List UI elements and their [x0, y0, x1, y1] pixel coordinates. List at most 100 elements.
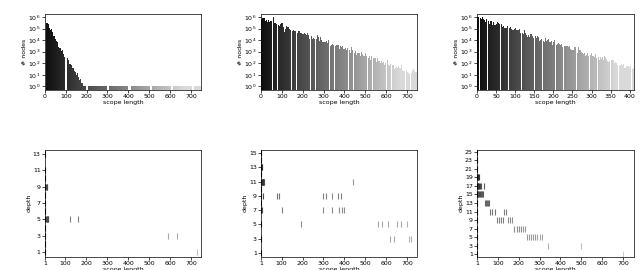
- Bar: [65, 54, 67, 90]
- Bar: [165, 86, 166, 90]
- Bar: [68, 64, 70, 90]
- Bar: [167, 86, 168, 90]
- Bar: [135, 86, 136, 90]
- Bar: [129, 86, 131, 90]
- Bar: [125, 86, 126, 90]
- Bar: [122, 86, 123, 90]
- Bar: [52, 32, 53, 90]
- Bar: [97, 86, 98, 90]
- Bar: [157, 86, 158, 90]
- Bar: [100, 86, 101, 90]
- Bar: [201, 86, 202, 90]
- Bar: [80, 79, 81, 90]
- Bar: [188, 86, 189, 90]
- Bar: [132, 86, 134, 90]
- Bar: [55, 39, 56, 90]
- Bar: [127, 86, 129, 90]
- Bar: [155, 86, 156, 90]
- Bar: [50, 30, 51, 90]
- Bar: [170, 86, 172, 90]
- Bar: [180, 86, 181, 90]
- Bar: [193, 86, 195, 90]
- Y-axis label: # nodes: # nodes: [238, 39, 243, 65]
- X-axis label: scope length: scope length: [319, 267, 360, 270]
- Bar: [191, 86, 193, 90]
- Bar: [92, 86, 93, 90]
- Bar: [182, 86, 183, 90]
- Bar: [145, 86, 146, 90]
- Y-axis label: # nodes: # nodes: [454, 39, 459, 65]
- Bar: [78, 77, 79, 90]
- Bar: [57, 42, 58, 90]
- Bar: [160, 86, 161, 90]
- Bar: [76, 75, 77, 90]
- Bar: [199, 86, 200, 90]
- Bar: [139, 86, 140, 90]
- Bar: [118, 86, 119, 90]
- Bar: [61, 51, 62, 90]
- Bar: [79, 80, 80, 90]
- Bar: [156, 86, 157, 90]
- Y-axis label: # nodes: # nodes: [22, 39, 27, 65]
- Bar: [189, 86, 190, 90]
- Bar: [74, 71, 75, 90]
- Bar: [181, 86, 182, 90]
- X-axis label: scope length: scope length: [319, 100, 360, 106]
- Y-axis label: depth: depth: [458, 194, 463, 212]
- Bar: [91, 86, 92, 90]
- Bar: [60, 48, 61, 90]
- Bar: [53, 36, 54, 90]
- Bar: [168, 86, 170, 90]
- Bar: [162, 86, 163, 90]
- Bar: [141, 86, 142, 90]
- Bar: [114, 86, 115, 90]
- Bar: [140, 86, 141, 90]
- Bar: [159, 86, 160, 90]
- Bar: [195, 86, 196, 90]
- Bar: [54, 36, 55, 90]
- Bar: [186, 86, 187, 90]
- Bar: [84, 86, 85, 90]
- Bar: [58, 47, 59, 90]
- Bar: [119, 86, 120, 90]
- Bar: [90, 86, 91, 90]
- Bar: [83, 86, 84, 90]
- Bar: [56, 41, 57, 90]
- Y-axis label: depth: depth: [243, 194, 248, 212]
- Bar: [45, 23, 47, 90]
- Bar: [49, 28, 50, 90]
- Bar: [86, 86, 88, 90]
- Bar: [51, 29, 52, 90]
- Bar: [115, 86, 116, 90]
- Bar: [154, 86, 155, 90]
- Bar: [113, 86, 114, 90]
- Bar: [138, 86, 139, 90]
- X-axis label: scope length: scope length: [103, 267, 143, 270]
- Bar: [101, 86, 102, 90]
- X-axis label: scope length: scope length: [103, 100, 143, 106]
- Bar: [131, 86, 132, 90]
- Bar: [75, 72, 76, 90]
- Bar: [71, 65, 72, 90]
- Bar: [148, 86, 149, 90]
- Bar: [103, 86, 104, 90]
- Bar: [150, 86, 152, 90]
- Bar: [81, 83, 82, 90]
- Bar: [63, 54, 65, 90]
- Bar: [124, 86, 125, 90]
- Bar: [99, 86, 100, 90]
- Bar: [98, 86, 99, 90]
- Bar: [158, 86, 159, 90]
- Bar: [185, 86, 186, 90]
- Bar: [96, 86, 97, 90]
- Bar: [62, 50, 63, 90]
- X-axis label: scope length: scope length: [535, 267, 575, 270]
- Bar: [163, 86, 164, 90]
- Y-axis label: depth: depth: [26, 194, 31, 212]
- Bar: [73, 68, 74, 90]
- Bar: [77, 73, 78, 90]
- Bar: [117, 86, 118, 90]
- Bar: [95, 86, 96, 90]
- Bar: [184, 86, 185, 90]
- Bar: [48, 24, 49, 90]
